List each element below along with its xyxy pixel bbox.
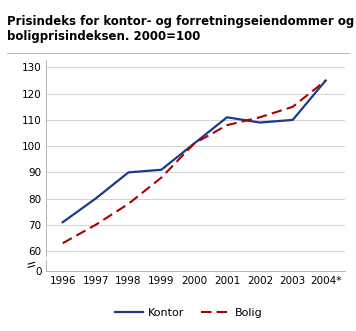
Line: Bolig: Bolig <box>63 80 326 243</box>
Bolig <box>159 176 163 180</box>
Bolig <box>324 78 328 82</box>
Bolig <box>290 105 295 109</box>
Kontor <box>93 197 98 201</box>
Bolig <box>93 223 98 227</box>
Kontor <box>290 118 295 122</box>
Bolig <box>258 115 262 119</box>
Bolig <box>192 142 196 146</box>
Kontor <box>225 115 229 119</box>
Kontor <box>324 78 328 82</box>
Kontor <box>61 220 65 224</box>
Kontor <box>192 142 196 146</box>
Legend: Kontor, Bolig: Kontor, Bolig <box>110 303 267 322</box>
Kontor <box>258 120 262 124</box>
Kontor <box>126 170 131 174</box>
Kontor <box>159 168 163 172</box>
Line: Kontor: Kontor <box>63 80 326 222</box>
Bolig <box>61 241 65 245</box>
Bolig <box>225 123 229 127</box>
Bolig <box>126 202 131 206</box>
Text: Prisindeks for kontor- og forretningseiendommer og
boligprisindeksen. 2000=100: Prisindeks for kontor- og forretningseie… <box>7 15 354 43</box>
